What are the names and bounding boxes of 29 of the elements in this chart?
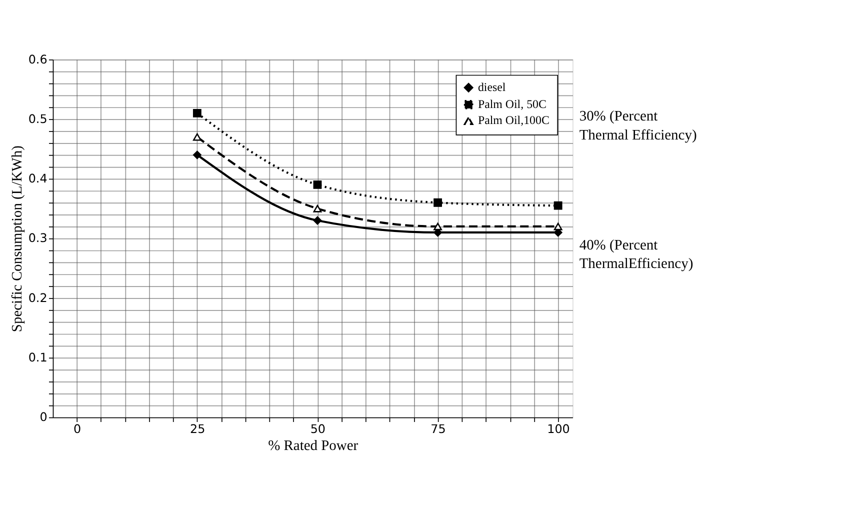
x-tick-label: 0: [74, 422, 82, 436]
point: [554, 201, 562, 210]
point: [554, 222, 562, 230]
x-tick-label: 25: [190, 422, 206, 436]
point: [192, 133, 202, 141]
x-tick-label: 50: [310, 422, 326, 436]
point: [434, 222, 442, 230]
x-tick-label: 100: [547, 422, 570, 436]
y-tick-label: 0: [40, 410, 48, 424]
y-tick-label: 0.2: [28, 290, 48, 305]
legend-label: diesel: [478, 80, 506, 94]
legend-label: Palm Oil,100C: [478, 113, 550, 128]
y-tick-label: 0.6: [28, 52, 48, 66]
y-tick-label: 0.3: [28, 231, 48, 246]
y-tick-label: 0.5: [28, 112, 48, 126]
y-tick-label: 0.4: [28, 172, 48, 186]
point: [192, 108, 202, 118]
legend-label: Palm Oil, 50C: [478, 97, 546, 112]
point: [192, 150, 202, 160]
y-tick-label: 0.1: [28, 350, 48, 365]
text: 30% (Percent Thermal Efficiency): [579, 108, 697, 144]
point: [313, 204, 322, 212]
x-axis-title: % Rated Power: [268, 438, 358, 454]
point: [313, 180, 322, 189]
point: [313, 216, 322, 225]
text: 40% (Percent ThermalEfficiency): [579, 237, 694, 272]
x-tick-label: 75: [430, 422, 446, 436]
y-axis-title: Specific Consumption (L/KWh): [10, 145, 26, 332]
point: [434, 198, 442, 207]
